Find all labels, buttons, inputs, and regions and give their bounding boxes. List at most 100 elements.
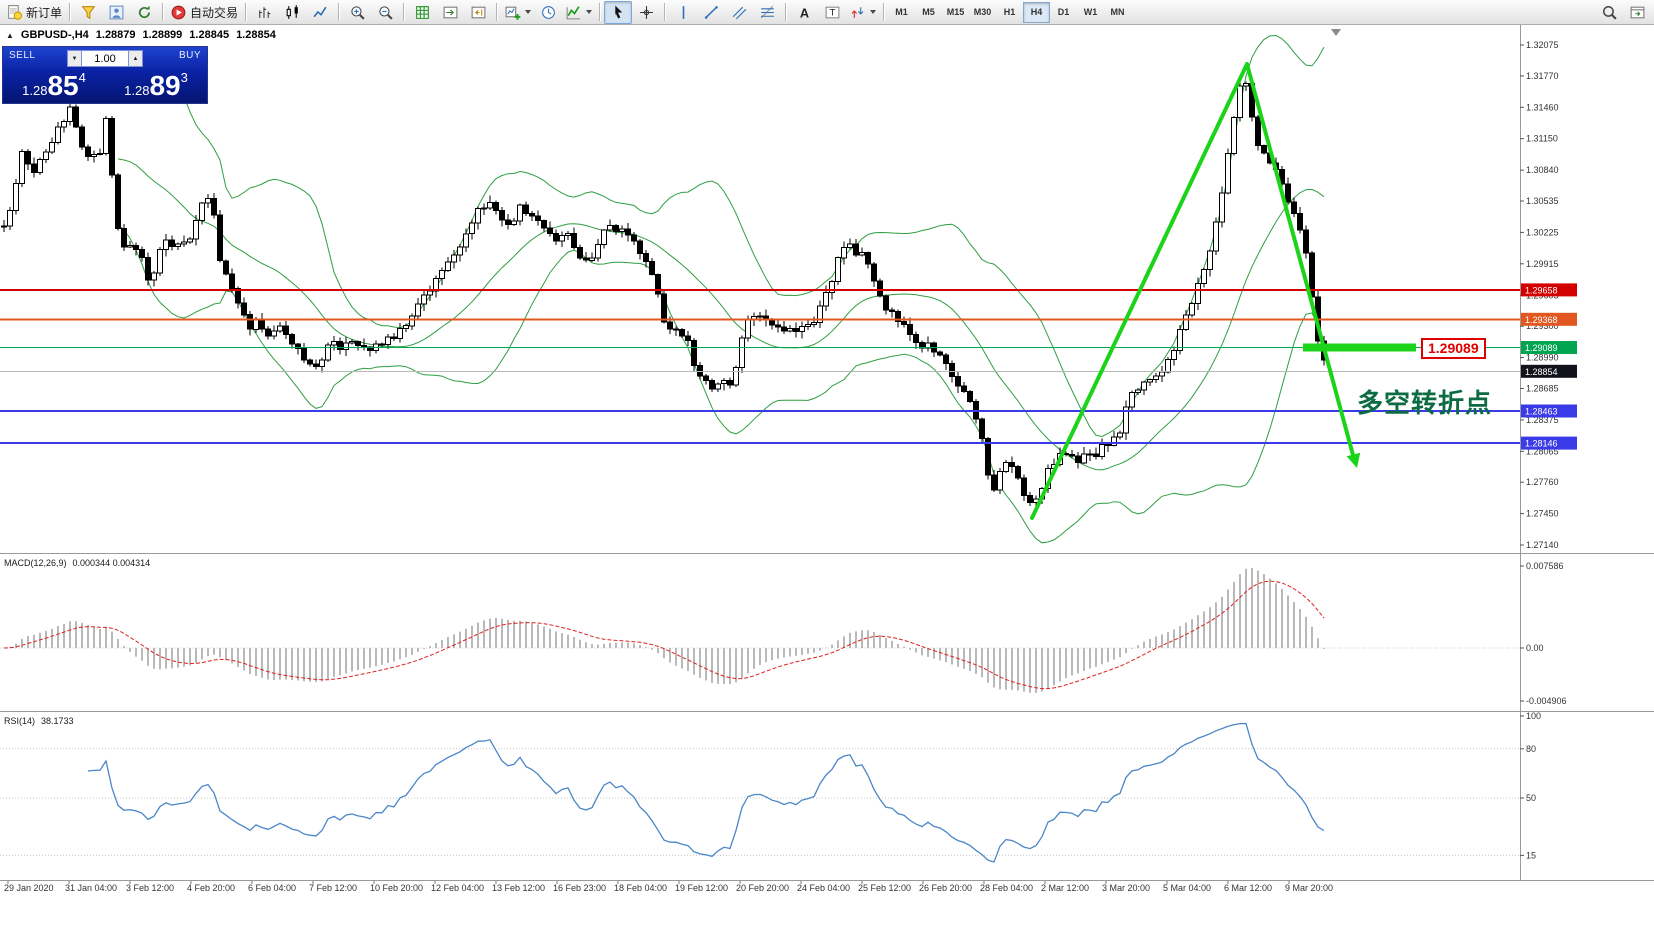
- line-chart-icon: [312, 4, 329, 21]
- chart-marker-icon: ▲: [6, 30, 14, 40]
- arrow-shapes-button[interactable]: [846, 1, 879, 24]
- vertical-line-tool-button[interactable]: [669, 1, 697, 24]
- zoom-in-button[interactable]: [343, 1, 371, 24]
- indicator-list-button[interactable]: [562, 1, 595, 24]
- trend-annotations[interactable]: [1030, 62, 1416, 520]
- trendline-tool-button[interactable]: [697, 1, 725, 24]
- ohlc-high: 1.28899: [142, 29, 183, 41]
- timeframe-w1-button[interactable]: W1: [1083, 7, 1098, 17]
- svg-text:29 Jan 2020: 29 Jan 2020: [4, 883, 54, 893]
- label-icon: T: [824, 4, 841, 21]
- next-window-button[interactable]: [1623, 1, 1651, 24]
- line-chart-mode-button[interactable]: [306, 1, 334, 24]
- period-clock-button[interactable]: [534, 1, 562, 24]
- timeframe-h4-button[interactable]: H4: [1023, 1, 1051, 23]
- timeframe-m15-button[interactable]: M15: [946, 7, 965, 17]
- market-watch-icon: [108, 4, 125, 21]
- shapes-icon: [849, 4, 866, 21]
- time-axis[interactable]: 29 Jan 2020 31 Jan 04:00 3 Feb 12:00 4 Feb …: [4, 881, 1333, 893]
- fibonacci-tool-button[interactable]: [753, 1, 781, 24]
- svg-text:6 Feb 04:00: 6 Feb 04:00: [248, 883, 296, 893]
- refresh-button[interactable]: [130, 1, 158, 24]
- svg-text:80: 80: [1526, 744, 1536, 754]
- svg-text:1.29658: 1.29658: [1525, 285, 1558, 295]
- timeframe-d1-button[interactable]: D1: [1057, 7, 1070, 17]
- svg-text:0.007586: 0.007586: [1526, 561, 1564, 571]
- chevron-down-icon: [586, 10, 593, 14]
- volume-up-button[interactable]: ▲: [128, 50, 143, 67]
- svg-text:7 Feb 12:00: 7 Feb 12:00: [309, 883, 357, 893]
- toolbar-separator: [599, 3, 601, 21]
- candle-chart-icon: [284, 4, 301, 21]
- svg-text:-0.004906: -0.004906: [1526, 696, 1567, 706]
- support-price-label[interactable]: 1.29089: [1421, 338, 1486, 359]
- svg-text:1.29300: 1.29300: [1526, 321, 1559, 331]
- timeframe-m5-button[interactable]: M5: [922, 7, 935, 17]
- cursor-button[interactable]: [604, 0, 633, 24]
- zoom-out-button[interactable]: [371, 1, 399, 24]
- ohlc-close: 1.28854: [236, 29, 276, 41]
- volume-control: ▼ ▲: [67, 50, 143, 67]
- bar-chart-mode-button[interactable]: [250, 1, 278, 24]
- crosshair-button[interactable]: [632, 1, 660, 24]
- svg-text:1.27140: 1.27140: [1526, 540, 1559, 550]
- macd-values: 0.000344 0.004314: [72, 558, 151, 568]
- svg-text:16 Feb 23:00: 16 Feb 23:00: [553, 883, 606, 893]
- chart-shift-icon: [470, 4, 487, 21]
- chart-shift-button[interactable]: [464, 1, 492, 24]
- autoscroll-marker-icon[interactable]: [1331, 29, 1341, 36]
- autotrade-label: 自动交易: [190, 5, 239, 20]
- svg-text:5 Mar 04:00: 5 Mar 04:00: [1163, 883, 1211, 893]
- svg-text:1.28146: 1.28146: [1525, 439, 1558, 449]
- new-order-icon: [6, 4, 23, 21]
- price-axis[interactable]: 1.32075 1.31770 1.31460 1.31150 1.30840 1.305…: [1520, 40, 1567, 860]
- timeframe-m30-button[interactable]: M30: [973, 7, 992, 17]
- toolbar-separator: [883, 3, 885, 21]
- chart-canvas[interactable]: 1.32075 1.31770 1.31460 1.31150 1.30840 1.305…: [0, 25, 1654, 947]
- svg-text:24 Feb 04:00: 24 Feb 04:00: [797, 883, 850, 893]
- volume-down-button[interactable]: ▼: [67, 50, 82, 67]
- svg-text:19 Feb 12:00: 19 Feb 12:00: [675, 883, 728, 893]
- macd-panel: [0, 568, 1520, 693]
- indicators-icon: [565, 4, 582, 21]
- svg-text:1.27450: 1.27450: [1526, 509, 1559, 519]
- svg-text:28 Feb 04:00: 28 Feb 04:00: [980, 883, 1033, 893]
- svg-text:T: T: [829, 7, 835, 18]
- macd-indicator-label: MACD(12,26,9) 0.000344 0.004314: [4, 558, 150, 568]
- volume-input[interactable]: [82, 50, 128, 67]
- market-watch-button[interactable]: [102, 1, 130, 24]
- macd-name: MACD(12,26,9): [4, 558, 67, 568]
- svg-text:1.31770: 1.31770: [1526, 71, 1559, 81]
- svg-text:1.28854: 1.28854: [1525, 367, 1558, 377]
- text-tool-button[interactable]: A: [790, 1, 818, 24]
- funnel-icon: [80, 4, 97, 21]
- candlestick-mode-button[interactable]: [278, 1, 306, 24]
- tile-windows-button[interactable]: [408, 1, 436, 24]
- cursor-icon: [610, 4, 627, 21]
- horizontal-level-lines[interactable]: [0, 288, 1520, 445]
- grid-icon: [414, 4, 431, 21]
- timeframe-mn-button[interactable]: MN: [1110, 7, 1125, 17]
- ohlc-open: 1.28879: [95, 29, 136, 41]
- annotation-note[interactable]: 多空转折点: [1357, 388, 1493, 418]
- bar-chart-icon: [256, 4, 273, 21]
- autotrade-button[interactable]: 自动交易: [167, 1, 241, 24]
- new-order-button[interactable]: 新订单: [3, 1, 65, 24]
- panel-separators[interactable]: [0, 25, 1654, 881]
- timeframe-h1-button[interactable]: H1: [1003, 7, 1016, 17]
- svg-text:3 Feb 12:00: 3 Feb 12:00: [126, 883, 174, 893]
- text-label-tool-button[interactable]: T: [818, 1, 846, 24]
- search-button[interactable]: [1595, 1, 1623, 24]
- chevron-down-icon: [870, 10, 877, 14]
- clock-icon: [540, 4, 557, 21]
- rsi-value: 38.1733: [41, 716, 74, 726]
- svg-text:3 Mar 20:00: 3 Mar 20:00: [1102, 883, 1150, 893]
- svg-text:2 Mar 12:00: 2 Mar 12:00: [1041, 883, 1089, 893]
- channel-tool-button[interactable]: [725, 1, 753, 24]
- data-filter-button[interactable]: [74, 1, 102, 24]
- timeframe-m1-button[interactable]: M1: [895, 7, 908, 17]
- svg-text:1.28990: 1.28990: [1526, 353, 1559, 363]
- new-chart-button[interactable]: [501, 1, 534, 24]
- svg-text:100: 100: [1526, 711, 1541, 721]
- auto-scroll-button[interactable]: [436, 1, 464, 24]
